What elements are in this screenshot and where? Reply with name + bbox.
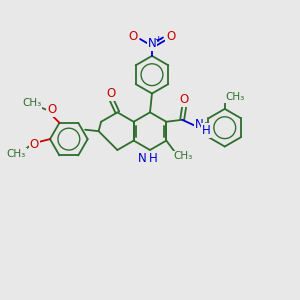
Text: O: O — [166, 30, 176, 43]
Text: O: O — [179, 94, 189, 106]
Text: CH₃: CH₃ — [7, 149, 26, 159]
Text: O: O — [47, 103, 56, 116]
Text: O: O — [107, 87, 116, 100]
Text: H: H — [202, 124, 210, 137]
Text: CH₃: CH₃ — [22, 98, 41, 108]
Text: N: N — [148, 38, 156, 50]
Text: O: O — [29, 138, 39, 151]
Text: N: N — [195, 118, 203, 131]
Text: +: + — [154, 34, 162, 43]
Text: H: H — [148, 152, 157, 165]
Text: O: O — [128, 30, 138, 43]
Text: CH₃: CH₃ — [173, 152, 193, 161]
Text: N: N — [138, 152, 146, 165]
Text: CH₃: CH₃ — [225, 92, 244, 102]
